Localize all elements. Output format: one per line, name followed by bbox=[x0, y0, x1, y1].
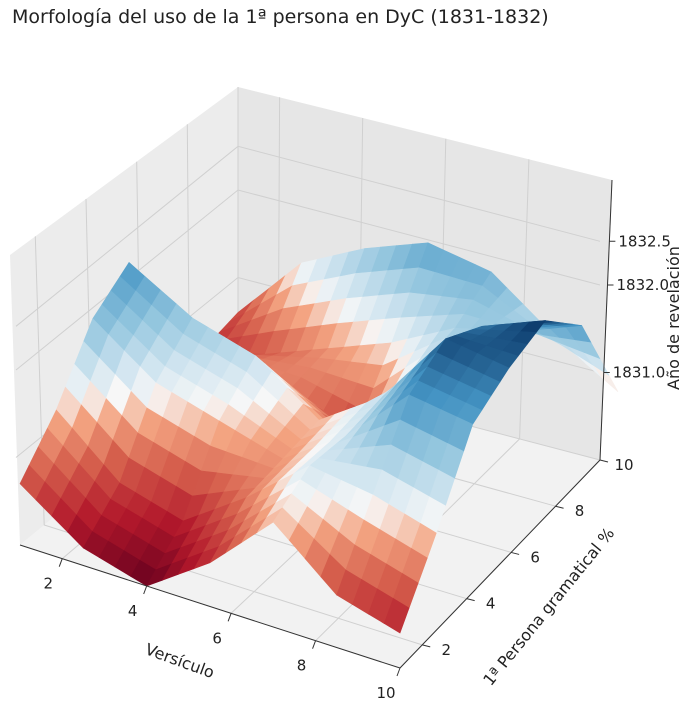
y-tick-label: 2 bbox=[441, 641, 451, 659]
x-tick-label: 2 bbox=[43, 575, 53, 593]
x-tick-mark bbox=[312, 640, 317, 649]
z-tick-label: 1831.0 bbox=[613, 364, 666, 382]
y-tick-mark bbox=[422, 644, 431, 648]
y-tick-label: 8 bbox=[575, 502, 585, 520]
x-tick-label: 8 bbox=[297, 657, 307, 675]
x-tick-label: 10 bbox=[376, 684, 395, 702]
gridline-z bbox=[15, 145, 601, 327]
y-tick-mark bbox=[510, 551, 520, 555]
x-axis-label: Versículo bbox=[143, 640, 217, 683]
axes bbox=[19, 179, 613, 669]
x-tick-label: 6 bbox=[212, 629, 222, 647]
y-tick-mark bbox=[599, 459, 609, 463]
y-axis-line bbox=[399, 459, 601, 669]
tick-labels: 2 4 6 8 10 2 4 6 8 10 1831.0 1832.0 1832.5 bbox=[43, 232, 670, 702]
z-tick-label: 1832.5 bbox=[618, 232, 671, 250]
chart-title: Morfología del uso de la 1ª persona en D… bbox=[12, 6, 549, 28]
x-tick-mark bbox=[58, 558, 63, 567]
x-tick-label: 4 bbox=[128, 602, 138, 620]
z-tick-label: 1832.0 bbox=[617, 276, 670, 294]
x-tick-mark bbox=[396, 667, 401, 677]
y-tick-label: 6 bbox=[530, 548, 540, 566]
surface bbox=[19, 242, 619, 634]
surface-patch bbox=[383, 598, 410, 634]
y-tick-mark bbox=[466, 598, 475, 602]
z-axis-line bbox=[599, 179, 613, 461]
y-tick-label: 4 bbox=[486, 595, 496, 613]
y-tick-mark bbox=[555, 505, 564, 509]
z-axis-label: Año de revelación bbox=[664, 246, 683, 390]
gridline-z bbox=[15, 189, 601, 371]
gridline-y bbox=[34, 236, 423, 646]
x-tick-mark bbox=[227, 613, 232, 622]
x-tick-mark bbox=[143, 585, 148, 595]
x-axis-line bbox=[19, 544, 401, 669]
y-tick-label: 10 bbox=[614, 456, 633, 474]
